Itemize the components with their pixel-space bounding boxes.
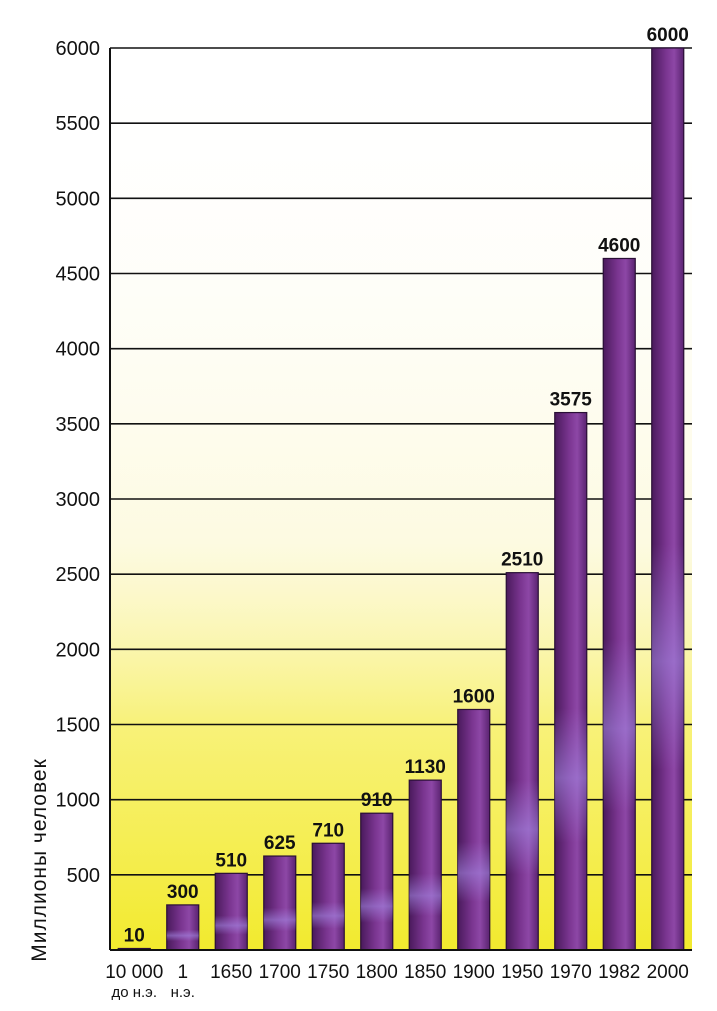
x-tick-sublabel: н.э. [171, 984, 195, 1001]
bar-highlight [263, 856, 296, 950]
y-tick-label: 1500 [56, 715, 101, 737]
y-tick-label: 2000 [56, 639, 101, 661]
x-tick-label: 1982 [598, 962, 640, 983]
bar-highlight [312, 843, 345, 950]
y-tick-label: 4500 [56, 264, 101, 286]
y-tick-label: 1000 [56, 790, 101, 812]
axes [109, 48, 692, 951]
bar-highlight [360, 813, 393, 950]
x-tick-label: 1650 [210, 962, 252, 983]
bar-highlight [651, 48, 684, 950]
data-label: 910 [361, 790, 393, 811]
y-axis-label: Миллионы человек [28, 758, 51, 962]
bar-highlight [506, 572, 539, 950]
data-label: 6000 [647, 25, 689, 46]
x-tick-label: 2000 [647, 962, 689, 983]
data-label: 2510 [501, 550, 543, 571]
x-tick-label: 1800 [356, 962, 398, 983]
x-tick-label: 1 [177, 962, 188, 983]
y-tick-label: 6000 [56, 38, 101, 60]
x-tick-label: 1950 [501, 962, 543, 983]
data-label: 10 [124, 925, 145, 946]
bar-highlight [554, 412, 587, 950]
x-tick-label: 1750 [307, 962, 349, 983]
x-tick-label: 1900 [453, 962, 495, 983]
data-label: 510 [215, 850, 247, 871]
y-tick-label: 5500 [56, 113, 101, 135]
data-label: 1600 [453, 686, 495, 707]
data-label: 710 [312, 820, 344, 841]
data-labels: 10 300 510 625 710 910 1130 1600 2510 3575 4600 600… [124, 25, 689, 946]
data-label: 625 [264, 833, 296, 854]
bar-highlight [603, 258, 636, 950]
bars [117, 47, 685, 951]
y-tick-label: 500 [67, 865, 100, 887]
data-label: 300 [167, 882, 199, 903]
y-tick-labels: 500 1000 1500 2000 2500 3000 3500 4000 4500 5000 5… [56, 38, 101, 887]
y-tick-label: 5000 [56, 188, 101, 210]
data-label: 1130 [405, 757, 446, 778]
bar-highlight [215, 873, 248, 950]
data-label: 3575 [550, 390, 593, 411]
x-tick-label: 1970 [550, 962, 592, 983]
x-tick-label: 1850 [404, 962, 446, 983]
x-tick-sublabel: до н.э. [111, 984, 157, 1001]
bar-highlight [457, 709, 490, 950]
y-tick-label: 3000 [56, 489, 101, 511]
bar-highlight [409, 780, 442, 950]
x-tick-label: 10 000 [105, 962, 163, 983]
y-tick-label: 3500 [56, 414, 101, 436]
y-tick-label: 4000 [56, 339, 101, 361]
data-label: 4600 [598, 235, 640, 256]
gridlines [110, 47, 692, 876]
y-tick-label: 2500 [56, 564, 101, 586]
bar-highlight [166, 904, 199, 950]
x-tick-label: 1700 [259, 962, 301, 983]
